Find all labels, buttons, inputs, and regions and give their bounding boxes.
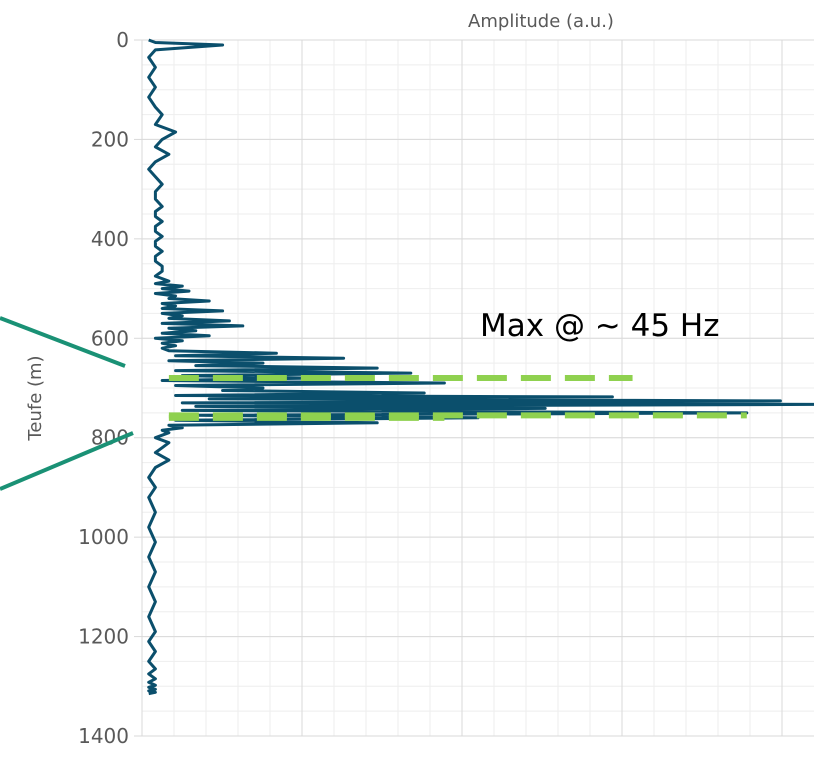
axes xyxy=(141,39,814,736)
annotation-label: Max @ ~ 45 Hz xyxy=(480,308,720,344)
y-tick-label: 1200 xyxy=(78,625,129,649)
y-axis-title: Teufe (m) xyxy=(25,355,46,441)
x-axis-title: Amplitude (a.u.) xyxy=(468,11,614,32)
grid xyxy=(134,39,814,737)
series-line xyxy=(147,38,814,696)
y-tick-label: 1400 xyxy=(78,724,129,748)
y-tick-label: 0 xyxy=(116,28,129,52)
annotation-line-upper xyxy=(0,316,126,368)
y-tick-label: 400 xyxy=(91,227,129,251)
annotation-line-lower xyxy=(0,431,134,491)
y-tick-label: 600 xyxy=(91,326,129,350)
series-group xyxy=(147,38,814,696)
y-tick-label: 1000 xyxy=(78,525,129,549)
reference-lines xyxy=(168,375,747,421)
y-tick-label: 200 xyxy=(91,127,129,151)
